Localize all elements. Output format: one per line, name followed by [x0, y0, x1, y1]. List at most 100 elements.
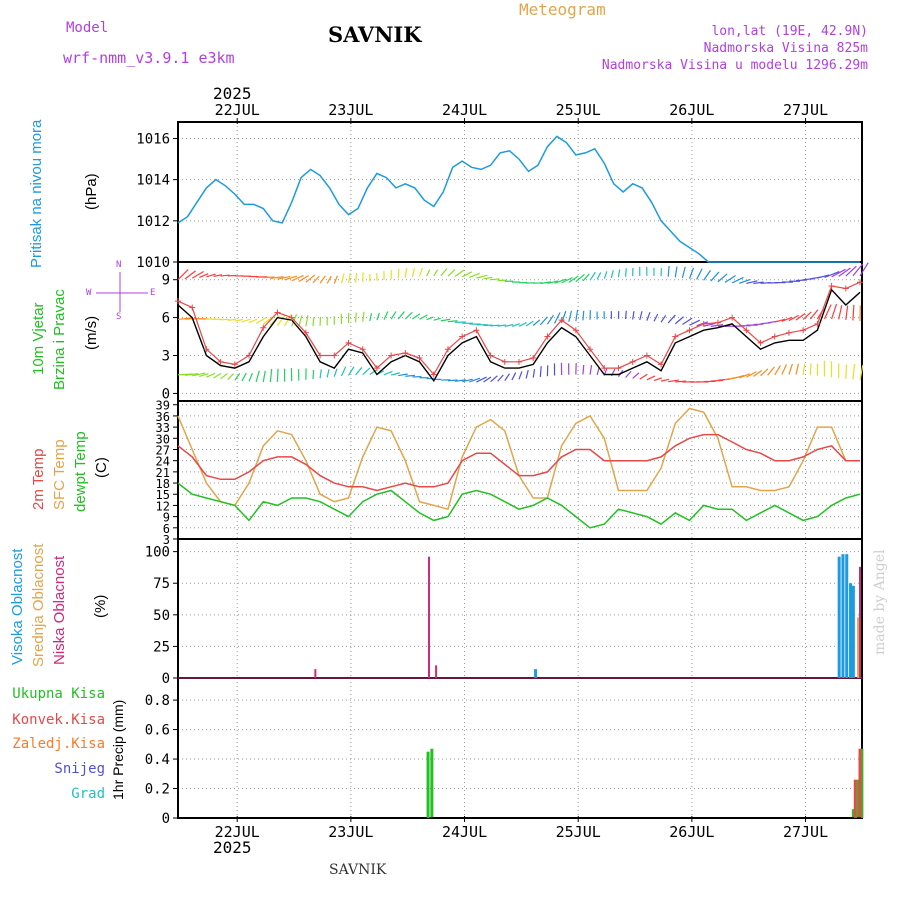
wind-arrow-r2-132: [802, 363, 806, 375]
ytick-label-p4-3: 0.6: [145, 723, 170, 739]
precip-legend-total: Ukupna Kisa: [12, 686, 105, 702]
wind-arrow-r1-66: [490, 324, 500, 327]
wind-gust-marker-30: [601, 365, 608, 372]
wind-gust-marker-12: [345, 339, 352, 346]
wind-arrow-r1-139.5: [838, 305, 843, 320]
wind-gust-marker-18: [430, 371, 437, 378]
wind-gust-marker-14: [373, 365, 380, 372]
ytick-label-p2-12: 39: [156, 399, 170, 413]
wind-gust-marker-48: [857, 279, 863, 286]
ytick-label-p0-0: 1010: [136, 255, 170, 271]
wind-gust-marker-43: [785, 329, 792, 336]
ytick-label-p2-2: 9: [163, 511, 170, 525]
wind-arrow-r2-103.5: [668, 379, 679, 383]
wind-arrow-r1-96: [632, 311, 635, 320]
cloud-bar-2-5: [851, 585, 855, 678]
wind-arrow-r2-73.5: [525, 369, 529, 379]
wind-gust-marker-37: [700, 320, 707, 327]
wind-gust-marker-16: [402, 349, 409, 356]
wind-arrow-r1-18: [262, 316, 273, 325]
wind-arrow-r2-57: [447, 379, 458, 382]
wind-arrow-r2-28.5: [312, 370, 315, 380]
year-top: 2025: [213, 84, 252, 103]
wind-arrow-r2-6: [206, 372, 216, 378]
wind-arrow-r2-15: [248, 372, 253, 382]
wind-arrow-r0-79.5: [554, 278, 567, 284]
year-bottom: 2025: [213, 838, 252, 857]
wind-arrow-r1-111: [703, 322, 716, 327]
ytick-label-p2-1: 6: [163, 522, 170, 536]
wind-arrow-r0-64.5: [483, 276, 493, 280]
wind-gust-marker-34: [658, 361, 665, 368]
compass-w: W: [86, 288, 92, 298]
wind-gust-marker-27: [558, 317, 565, 324]
wind-gust-marker-32: [629, 358, 636, 365]
panel-frame-4: [177, 677, 863, 819]
wind-arrow-r1-106.5: [682, 317, 693, 325]
wind-arrow-r1-85.5: [582, 310, 585, 321]
wind-arrow-r1-12: [234, 318, 244, 322]
wind-arrow-r2-61.5: [469, 377, 481, 383]
wind-gust-marker-31: [615, 365, 622, 372]
wind-arrow-r2-34.5: [340, 366, 347, 377]
wind-arrow-r0-136.5: [824, 271, 840, 278]
cloud-bar-2-2: [841, 554, 845, 678]
wind-arrow-r1-45: [390, 311, 397, 320]
wind-gust-marker-24: [516, 358, 522, 365]
wind-gust-marker-4: [231, 361, 238, 368]
wind-arrow-r2-13.5: [241, 372, 247, 382]
wind-arrow-r1-103.5: [667, 314, 676, 324]
wind-arrow-r0-84: [575, 273, 585, 283]
wind-gust-marker-38: [714, 319, 721, 326]
wind-arrow-r2-75: [532, 368, 536, 378]
ytick-label-p3-0: 0: [162, 671, 170, 687]
ytick-label-p3-3: 75: [153, 576, 170, 592]
wind-arrow-r0-18: [263, 276, 275, 279]
wind-arrow-r1-49.5: [412, 313, 421, 320]
ytick-label-p4-1: 0.2: [145, 782, 170, 798]
day-label-top-2: 24JUL: [442, 101, 487, 119]
panel-frame-0: [177, 121, 863, 263]
wind-arrow-r2-43.5: [383, 370, 393, 376]
day-label-bottom-1: 23JUL: [328, 823, 373, 841]
wind-arrow-r2-9: [220, 372, 228, 380]
wind-arrow-r0-33: [333, 275, 338, 284]
wind-arrow-r2-66: [490, 375, 498, 383]
wind-arrow-r0-46.5: [397, 268, 400, 279]
wind-arrow-r2-31.5: [326, 369, 330, 378]
wind-arrow-r1-37.5: [355, 312, 357, 323]
wind-gust-marker-28: [572, 327, 579, 334]
cloud-bar-0-3: [859, 566, 861, 678]
wind-arrow-r1-102: [660, 315, 667, 323]
wind-arrow-r1-27: [305, 315, 309, 327]
wind-gust-marker-36: [686, 327, 693, 334]
wind-arrow-r2-45: [390, 372, 400, 376]
wind-arrow-r2-105: [675, 380, 687, 383]
wind-arrow-r2-60: [462, 378, 473, 383]
wind-gust-marker-35: [672, 333, 679, 340]
cloud-bar-2-3: [845, 554, 849, 678]
wind-arrow-r1-72: [518, 322, 527, 327]
pressure-line: [177, 135, 860, 263]
wind-arrow-r0-36: [347, 272, 351, 284]
wind-arrow-r1-76.5: [539, 316, 548, 326]
ytick-label-p0-1: 1012: [136, 214, 170, 230]
precip-bar-0-3: [856, 779, 860, 818]
wind-arrow-r2-144: [859, 364, 864, 381]
wind-arrow-r2-36: [347, 366, 355, 376]
wind-arrow-r0-85.5: [582, 273, 590, 282]
wind-arrow-r1-28.5: [312, 317, 315, 327]
wind-arrow-r0-106.5: [681, 266, 686, 279]
ytick-label-p1-1: 3: [162, 349, 170, 365]
wind-arrow-r0-60: [461, 271, 472, 278]
wind-gust-marker-15: [388, 352, 395, 359]
wind-arrow-r1-21: [276, 314, 286, 326]
wind-arrow-r0-30: [319, 275, 326, 284]
wind-arrow-r1-133.5: [809, 309, 819, 320]
ytick-label-p2-10: 33: [156, 421, 170, 435]
day-label-bottom-0: 22JUL: [215, 823, 260, 841]
wind-arrow-r2-127.5: [781, 364, 788, 375]
wind-arrow-r1-100.5: [653, 313, 659, 322]
wind-arrow-r0-115.5: [724, 275, 736, 283]
wind-gust-marker-44: [800, 327, 807, 334]
